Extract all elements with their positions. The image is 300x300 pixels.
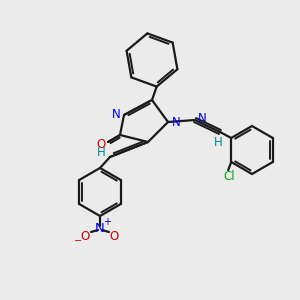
Text: O: O — [110, 230, 118, 242]
Text: H: H — [97, 146, 105, 158]
Text: N: N — [172, 116, 180, 128]
Text: H: H — [214, 136, 222, 148]
Text: −: − — [74, 236, 82, 246]
Text: +: + — [103, 217, 111, 227]
Text: N: N — [112, 107, 120, 121]
Text: O: O — [80, 230, 90, 242]
Text: N: N — [198, 112, 206, 124]
Text: O: O — [96, 139, 106, 152]
Text: Cl: Cl — [224, 169, 235, 182]
Text: N: N — [95, 221, 105, 235]
